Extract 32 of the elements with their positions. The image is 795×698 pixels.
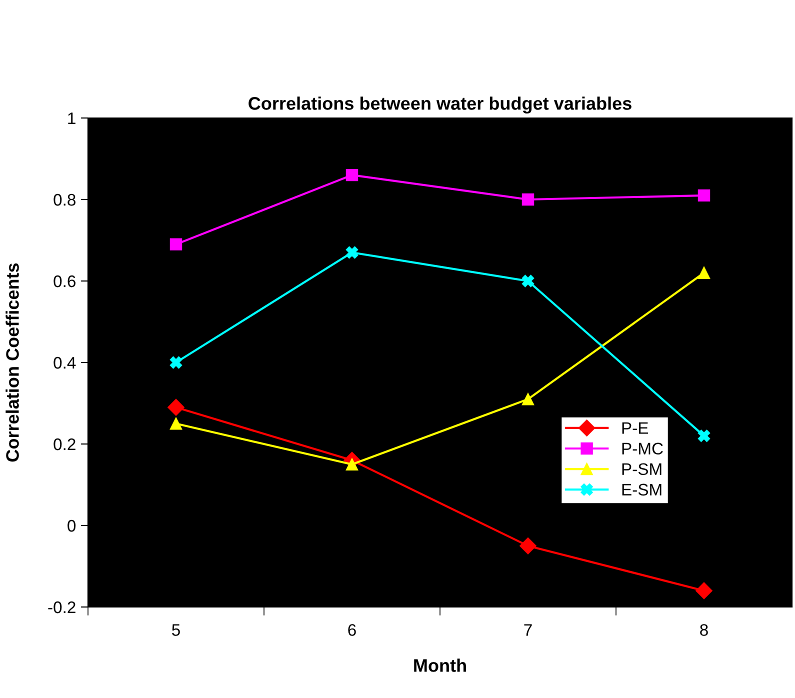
point [698, 266, 710, 279]
point [170, 356, 182, 369]
y-tick-label: 0.2 [54, 438, 76, 450]
point [170, 418, 182, 430]
chart-title: Correlations between water budget variables [248, 96, 632, 114]
point [168, 398, 184, 416]
point [346, 246, 358, 259]
x-tick-label: 6 [348, 624, 356, 636]
x-tick-label: 8 [700, 624, 708, 636]
point [696, 582, 712, 600]
point [522, 193, 534, 206]
y-tick-label: 0.8 [54, 194, 76, 206]
point [170, 238, 182, 250]
y-tick-label: 0.4 [54, 356, 76, 369]
point [520, 537, 536, 554]
y-axis-title: Correlation Coefficents [6, 263, 19, 462]
y-tick-label: 1 [68, 112, 76, 124]
y-tick-label: 0.6 [54, 275, 76, 288]
legend-label: P-MC [622, 442, 663, 455]
legend-label: P-E [622, 422, 648, 434]
legend-label: E-SM [622, 484, 662, 496]
point [522, 274, 534, 288]
y-tick-label: -0.2 [48, 601, 76, 614]
point [698, 189, 710, 202]
x-tick-label: 5 [172, 624, 180, 636]
point [698, 430, 710, 442]
x-tick-label: 7 [524, 624, 532, 636]
y-tick-label: 0 [68, 520, 76, 532]
point [346, 168, 358, 182]
point [522, 393, 534, 406]
legend-label: P-SM [622, 463, 662, 476]
x-axis-title: Month [414, 658, 466, 672]
